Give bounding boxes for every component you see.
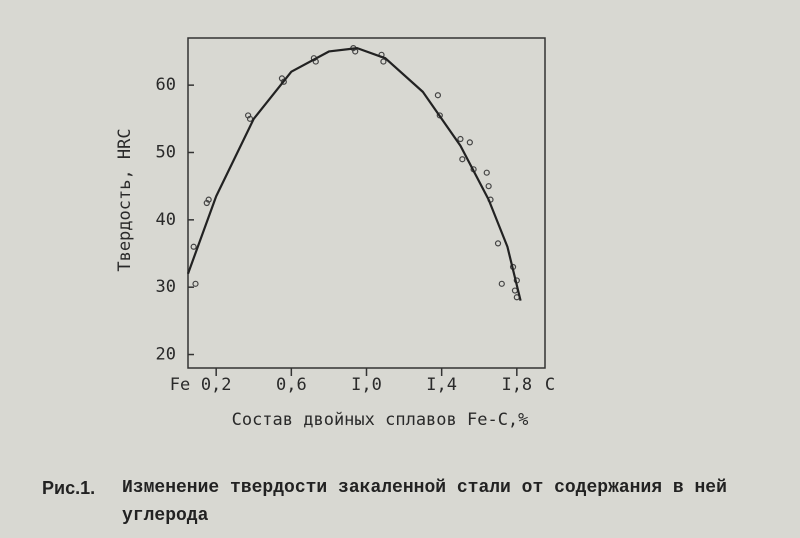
- caption: Рис.1. Изменение твердости закаленной ст…: [42, 478, 772, 530]
- data-point: [380, 58, 387, 65]
- data-point: [466, 139, 473, 146]
- data-point: [494, 240, 502, 247]
- y-tick-label: 20: [156, 345, 176, 365]
- x-left-label: Fe: [170, 375, 190, 395]
- data-point: [434, 92, 441, 99]
- x-axis-label: Состав двойных сплавов Fe-C,%: [232, 410, 529, 430]
- data-point: [483, 169, 490, 176]
- data-point: [498, 280, 505, 287]
- data-point: [459, 156, 466, 163]
- x-tick-label: I,4: [426, 375, 457, 395]
- data-point: [190, 243, 197, 250]
- data-point: [192, 280, 199, 287]
- plot-frame: [187, 37, 546, 369]
- y-tick-label: 30: [156, 277, 176, 297]
- x-tick-label: 0,6: [276, 375, 307, 395]
- data-point: [457, 135, 464, 143]
- y-tick-label: 40: [156, 210, 176, 230]
- y-axis-label: Твердость, HRC: [115, 128, 135, 271]
- fit-curve: [186, 47, 522, 301]
- data-point: [205, 196, 212, 203]
- data-point: [280, 78, 287, 85]
- x-tick-label: I,0: [351, 375, 382, 395]
- x-tick-label: I,8: [501, 375, 532, 395]
- y-tick-label: 50: [156, 142, 176, 162]
- x-tick-label: 0,2: [201, 375, 232, 395]
- caption-text: Изменение твердости закаленной стали от …: [122, 478, 727, 526]
- data-point: [485, 183, 492, 190]
- chart: Твердость, HRC Состав двойных сплавов Fe…: [115, 37, 555, 430]
- y-tick-label: 60: [156, 75, 176, 95]
- data-point: [246, 115, 254, 122]
- caption-label: Рис.1.: [42, 478, 96, 498]
- x-right-label: C: [545, 375, 555, 395]
